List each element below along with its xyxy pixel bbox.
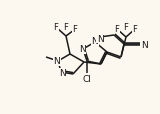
Text: N: N <box>79 45 85 54</box>
Text: F: F <box>73 25 77 34</box>
Text: Cl: Cl <box>83 74 91 83</box>
Text: F: F <box>64 22 68 31</box>
Text: N: N <box>59 69 65 78</box>
Text: N: N <box>92 37 98 46</box>
Text: F: F <box>133 24 137 33</box>
Text: N: N <box>97 34 103 43</box>
Text: N: N <box>141 40 147 49</box>
Text: N: N <box>54 57 60 66</box>
Text: F: F <box>124 23 128 32</box>
Text: F: F <box>54 23 58 32</box>
Text: F: F <box>115 24 119 33</box>
